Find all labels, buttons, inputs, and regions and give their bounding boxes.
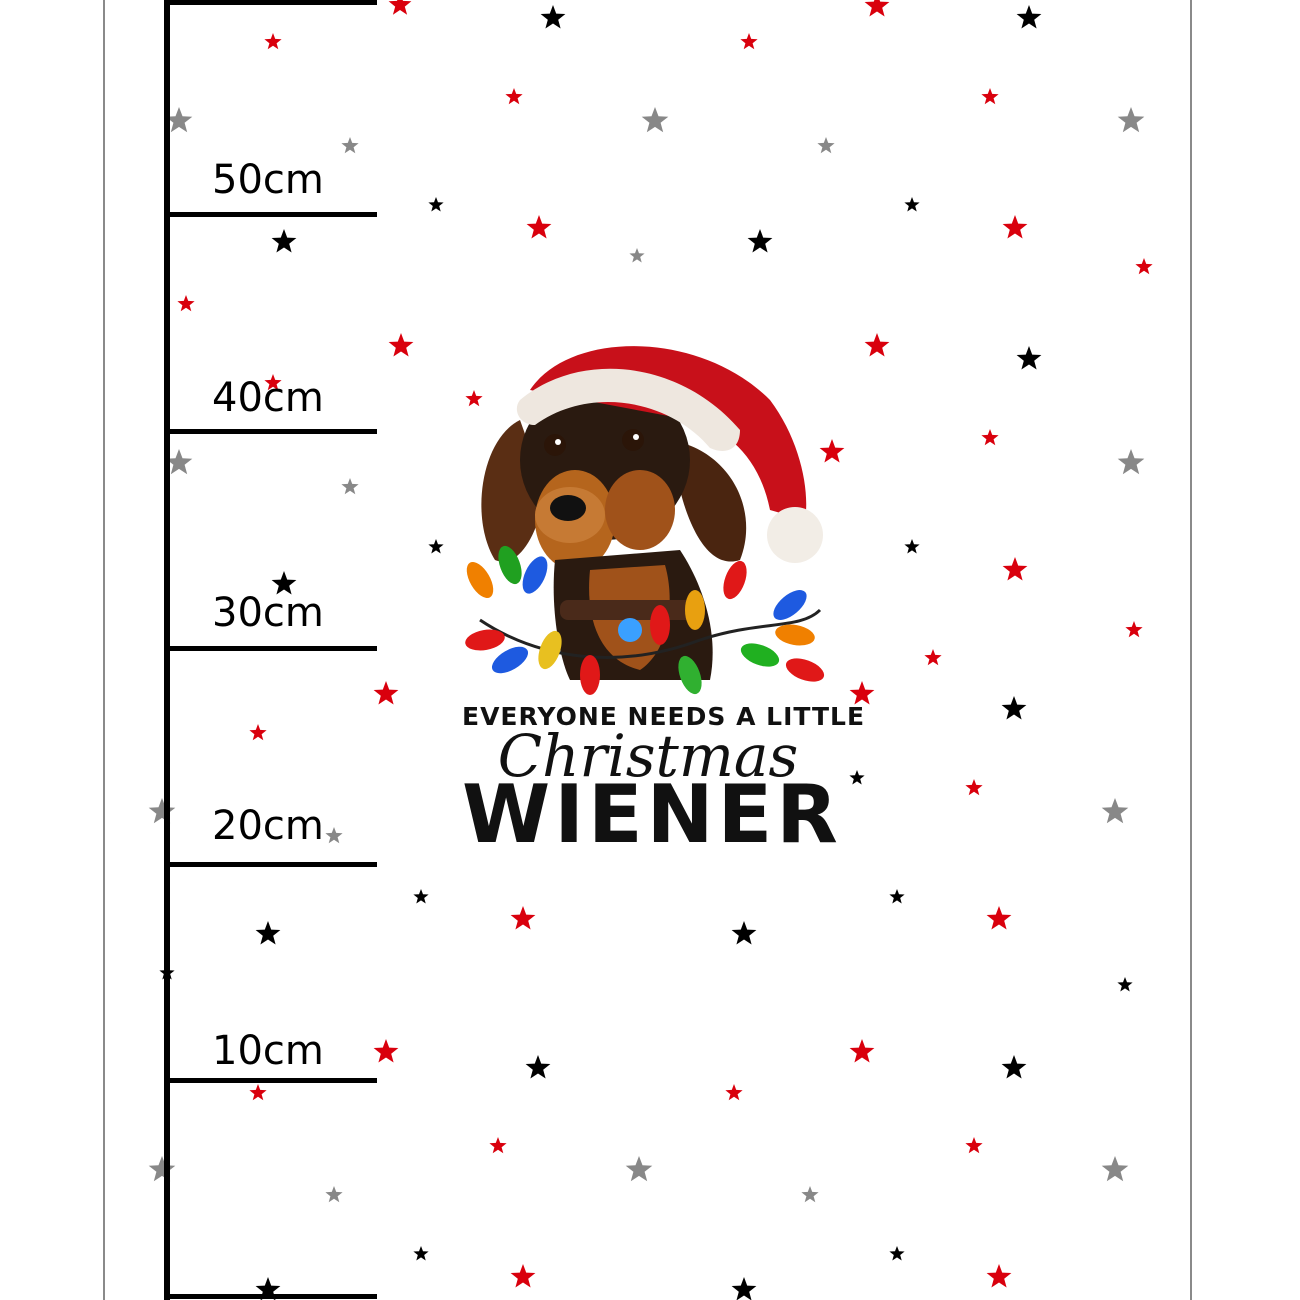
star-icon bbox=[165, 107, 193, 133]
star-icon bbox=[801, 1186, 819, 1203]
ruler-tick-20 bbox=[164, 862, 377, 867]
star-icon bbox=[965, 779, 983, 796]
ruler-label-10: 10cm bbox=[212, 1028, 324, 1074]
star-icon bbox=[510, 1264, 536, 1288]
star-icon bbox=[1117, 977, 1133, 992]
star-icon bbox=[388, 333, 414, 357]
star-icon bbox=[1135, 258, 1153, 275]
star-icon bbox=[1117, 449, 1145, 475]
star-icon bbox=[1002, 557, 1028, 581]
christmas-lights bbox=[465, 545, 825, 695]
dog-eye-left bbox=[544, 434, 566, 456]
star-icon bbox=[725, 1084, 743, 1101]
star-icon bbox=[625, 1156, 653, 1182]
star-icon bbox=[249, 724, 267, 741]
ruler-tick-40 bbox=[164, 429, 377, 434]
star-icon bbox=[264, 374, 282, 391]
star-icon bbox=[341, 137, 359, 154]
star-icon bbox=[505, 88, 523, 105]
star-icon bbox=[465, 390, 483, 407]
star-icon bbox=[849, 681, 875, 705]
star-icon bbox=[1117, 107, 1145, 133]
dog-collar bbox=[560, 600, 700, 620]
star-icon bbox=[849, 1039, 875, 1063]
star-icon bbox=[249, 1084, 267, 1101]
ruler-label-30: 30cm bbox=[212, 590, 324, 636]
star-icon bbox=[889, 889, 905, 904]
ruler-label-50: 50cm bbox=[212, 157, 324, 203]
right-cut-line bbox=[1190, 0, 1192, 1300]
star-icon bbox=[904, 539, 920, 554]
star-icon bbox=[1101, 1156, 1129, 1182]
star-icon bbox=[986, 906, 1012, 930]
star-icon bbox=[271, 229, 297, 253]
ruler-tick-10 bbox=[164, 1078, 377, 1083]
ruler-label-40: 40cm bbox=[212, 375, 324, 421]
star-icon bbox=[413, 1246, 429, 1261]
star-icon bbox=[1002, 215, 1028, 239]
star-icon bbox=[428, 197, 444, 212]
star-icon bbox=[904, 197, 920, 212]
star-icon bbox=[629, 248, 645, 263]
star-icon bbox=[413, 889, 429, 904]
star-icon bbox=[148, 1156, 176, 1182]
star-icon bbox=[255, 1277, 281, 1300]
star-icon bbox=[489, 1137, 507, 1154]
ruler-tick-60 bbox=[164, 0, 377, 5]
star-icon bbox=[525, 1055, 551, 1079]
star-icon bbox=[177, 295, 195, 312]
star-icon bbox=[388, 0, 412, 15]
star-icon bbox=[819, 439, 845, 463]
star-icon bbox=[325, 1186, 343, 1203]
slogan: EVERYONE NEEDS A LITTLE Christmas WIENER bbox=[462, 702, 866, 861]
star-icon bbox=[1001, 1055, 1027, 1079]
star-icon bbox=[1101, 798, 1129, 824]
star-icon bbox=[325, 827, 343, 844]
star-icon bbox=[986, 1264, 1012, 1288]
dog-nose bbox=[550, 495, 586, 521]
star-icon bbox=[510, 906, 536, 930]
star-icon bbox=[148, 798, 176, 824]
santa-hat-brim bbox=[516, 368, 740, 451]
ruler-tick-50 bbox=[164, 212, 377, 217]
star-icon bbox=[965, 1137, 983, 1154]
ruler-tick-30 bbox=[164, 646, 377, 651]
star-icon bbox=[341, 478, 359, 495]
santa-hat-pompom bbox=[767, 507, 823, 563]
light-wire bbox=[479, 608, 822, 659]
star-icon bbox=[526, 215, 552, 239]
star-icon bbox=[1016, 5, 1042, 29]
star-icon bbox=[889, 1246, 905, 1261]
star-icon bbox=[924, 649, 942, 666]
star-icon bbox=[641, 107, 669, 133]
star-icon bbox=[1125, 621, 1143, 638]
ruler-label-20: 20cm bbox=[212, 803, 324, 849]
star-icon bbox=[849, 770, 865, 785]
star-icon bbox=[731, 1277, 757, 1300]
star-icon bbox=[981, 429, 999, 446]
star-icon bbox=[540, 5, 566, 29]
star-icon bbox=[1001, 696, 1027, 720]
left-cut-line bbox=[103, 0, 105, 1300]
star-icon bbox=[817, 137, 835, 154]
star-icon bbox=[373, 681, 399, 705]
star-icon bbox=[747, 229, 773, 253]
ruler-tick-0 bbox=[164, 1294, 377, 1299]
dog-eye-right bbox=[622, 429, 644, 451]
dachshund-illustration bbox=[465, 346, 825, 695]
star-icon bbox=[373, 1039, 399, 1063]
star-icon bbox=[981, 88, 999, 105]
star-icon bbox=[271, 571, 297, 595]
star-icon bbox=[864, 333, 890, 357]
star-icon bbox=[165, 449, 193, 475]
star-icon bbox=[864, 0, 890, 17]
star-icon bbox=[255, 921, 281, 945]
star-icon bbox=[731, 921, 757, 945]
star-icon bbox=[740, 33, 758, 50]
star-icon bbox=[428, 539, 444, 554]
star-icon bbox=[264, 33, 282, 50]
star-icon bbox=[1016, 346, 1042, 370]
